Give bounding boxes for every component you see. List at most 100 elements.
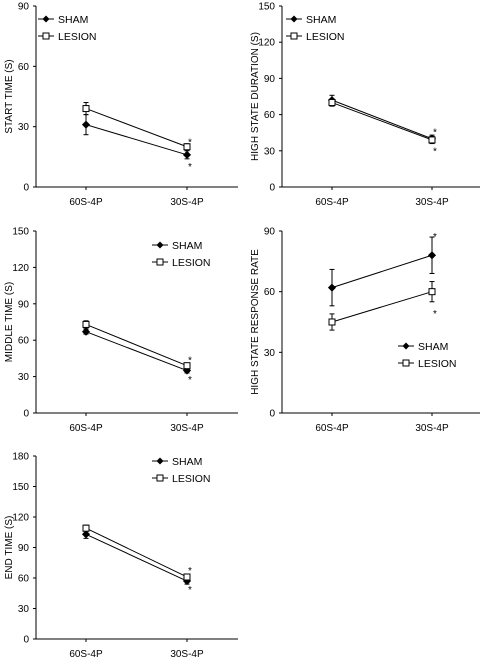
legend: SHAM LESION (398, 341, 457, 370)
series-line (85, 533, 188, 582)
series-line (85, 323, 188, 367)
legend-marker (42, 32, 50, 40)
chart-panel-4: 0 30 60 90 60S-4P 30S-4P HIGH STATE RESPONSE R… (250, 227, 480, 434)
legend-label: SHAM (58, 14, 88, 26)
series-sham (81, 327, 192, 375)
series-line (85, 108, 188, 148)
legend-label: LESION (58, 31, 97, 43)
data-point (328, 99, 336, 107)
data-point (183, 573, 191, 581)
y-tick-label: 120 (258, 38, 275, 49)
y-axis-title: END TIME (S) (4, 516, 15, 580)
y-tick-label: 120 (12, 263, 29, 274)
significance-mark: * (188, 585, 192, 596)
legend-marker (290, 15, 298, 23)
data-point (82, 320, 90, 328)
data-point (81, 120, 91, 129)
x-tick-label: 60S-4P (69, 649, 103, 659)
y-tick-label: 30 (264, 348, 276, 359)
legend-marker (156, 241, 164, 249)
data-point (428, 136, 436, 144)
significance-mark: * (188, 566, 192, 577)
y-tick-label: 150 (12, 482, 29, 493)
series-sham (81, 529, 192, 586)
legend-marker (402, 359, 410, 367)
series-sham (327, 236, 437, 307)
y-axis-title: HIGH STATE RESPONSE RATE (250, 249, 261, 395)
data-point (81, 327, 91, 336)
significance-mark: * (188, 138, 192, 149)
series-lesion (82, 102, 191, 151)
series-line (331, 254, 433, 289)
significance-mark: * (188, 355, 192, 366)
x-tick-label: 30S-4P (170, 197, 204, 208)
y-tick-label: 90 (18, 543, 30, 554)
y-tick-label: 90 (264, 74, 276, 85)
y-tick-label: 90 (264, 227, 276, 238)
legend: SHAM LESION (152, 240, 211, 269)
y-tick-label: 120 (12, 513, 29, 524)
significance-mark: * (188, 162, 192, 173)
y-axis-title: HIGH STATE DURATION (S) (250, 32, 261, 161)
x-tick-label: 30S-4P (415, 197, 449, 208)
y-tick-label: 0 (23, 183, 29, 194)
y-tick-label: 0 (23, 635, 29, 646)
x-tick-label: 60S-4P (315, 423, 349, 434)
data-point (182, 150, 192, 159)
significance-mark: * (433, 232, 437, 243)
legend: SHAM LESION (152, 456, 211, 485)
data-point (82, 105, 90, 113)
chart-panel-1: 0 30 60 90 60S-4P 30S-4P START TIME (S) * * SHAM L… (4, 2, 238, 208)
y-tick-label: 30 (18, 372, 30, 383)
legend-marker (156, 457, 164, 465)
series-lesion (82, 320, 191, 370)
x-tick-label: 60S-4P (69, 423, 103, 434)
y-tick-label: 150 (12, 227, 29, 238)
data-point (327, 283, 337, 292)
y-tick-label: 60 (18, 574, 30, 585)
y-tick-label: 30 (264, 146, 276, 157)
legend-marker (156, 474, 164, 482)
legend-label: LESION (172, 257, 211, 269)
legend-marker (156, 258, 164, 266)
y-tick-label: 60 (264, 110, 276, 121)
y-tick-label: 0 (269, 409, 275, 420)
y-tick-label: 90 (18, 299, 30, 310)
x-tick-label: 30S-4P (170, 649, 204, 659)
legend-label: SHAM (172, 240, 202, 252)
chart-panel-2: 0 30 60 90 120 150 60S-4P 30S-4P HIGH STATE DURA… (250, 2, 480, 208)
y-tick-label: 60 (264, 287, 276, 298)
y-tick-label: 150 (258, 2, 275, 13)
significance-mark: * (188, 375, 192, 386)
legend-marker (290, 32, 298, 40)
y-tick-label: 60 (18, 336, 30, 347)
legend-label: LESION (418, 358, 457, 370)
y-tick-label: 30 (18, 604, 30, 615)
legend: SHAM LESION (38, 14, 97, 43)
data-point (183, 362, 191, 370)
legend-label: SHAM (172, 456, 202, 468)
series-line (85, 331, 188, 372)
series-line (85, 527, 188, 578)
legend-label: SHAM (418, 341, 448, 353)
y-tick-label: 0 (269, 183, 275, 194)
y-tick-label: 180 (12, 452, 29, 463)
significance-mark: * (433, 127, 437, 138)
series-line (331, 99, 433, 140)
significance-mark: * (433, 147, 437, 158)
x-tick-label: 30S-4P (170, 423, 204, 434)
y-tick-label: 30 (18, 122, 30, 133)
y-axis-title: START TIME (S) (4, 59, 15, 133)
chart-panel-5: 0 30 60 90 120 150 180 60S-4P 30S-4P END TIME (S)… (4, 452, 238, 659)
series-lesion (328, 98, 436, 145)
y-tick-label: 0 (23, 409, 29, 420)
chart-panel-3: 0 30 60 90 120 150 60S-4P 30S-4P MIDDLE TIME (S)… (4, 227, 238, 434)
x-tick-label: 60S-4P (315, 197, 349, 208)
legend-label: LESION (306, 31, 345, 43)
series-sham (81, 114, 192, 160)
series-line (85, 124, 188, 156)
significance-mark: * (433, 309, 437, 320)
series-line (331, 291, 433, 323)
data-point (428, 288, 436, 296)
